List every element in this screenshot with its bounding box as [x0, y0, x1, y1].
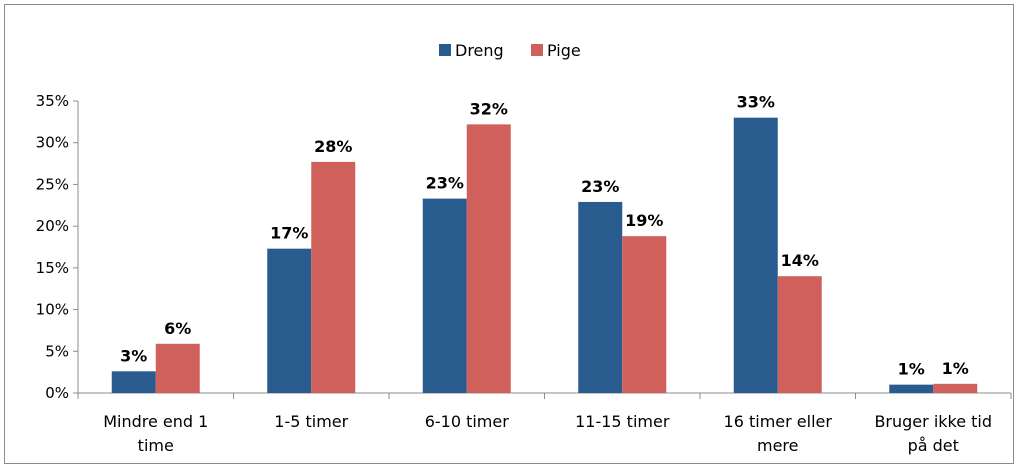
- y-tick-label: 10%: [36, 301, 69, 319]
- bar-dreng: [111, 371, 156, 393]
- bar-dreng: [578, 201, 623, 393]
- legend-label-dreng: Dreng: [455, 41, 504, 60]
- x-tick-label: time: [138, 436, 174, 455]
- y-tick-label: 30%: [36, 134, 69, 152]
- data-label: 6%: [164, 319, 191, 338]
- x-tick-label: på det: [908, 436, 959, 455]
- legend-label-pige: Pige: [547, 41, 581, 60]
- bars: [111, 117, 978, 394]
- x-tick-label: 11-15 timer: [575, 412, 670, 431]
- bar-pige: [155, 343, 200, 393]
- legend: Dreng Pige: [439, 41, 581, 60]
- data-label: 33%: [737, 93, 775, 112]
- x-tick-label: 1-5 timer: [274, 412, 348, 431]
- y-tick-label: 15%: [36, 259, 69, 277]
- data-label: 32%: [470, 99, 508, 118]
- chart-frame: Dreng Pige 0% 5% 10% 15% 20% 25% 30% 35% Mindre …: [4, 4, 1014, 464]
- data-label: 28%: [314, 137, 352, 156]
- bar-pige: [622, 236, 667, 393]
- data-label: 19%: [625, 211, 663, 230]
- data-label: 23%: [426, 174, 464, 193]
- data-label: 17%: [270, 224, 308, 243]
- legend-swatch-dreng: [439, 44, 451, 56]
- data-label: 1%: [942, 359, 969, 378]
- x-tick-label: 16 timer eller: [724, 412, 833, 431]
- data-label: 23%: [581, 177, 619, 196]
- bar-pige: [311, 161, 356, 393]
- data-label: 14%: [781, 251, 819, 270]
- bar-dreng: [733, 117, 778, 393]
- bar-pige: [933, 383, 978, 393]
- bar-dreng: [422, 198, 467, 393]
- x-tick-label: 6-10 timer: [425, 412, 510, 431]
- legend-swatch-pige: [531, 44, 543, 56]
- y-tick-label: 25%: [36, 175, 69, 193]
- bar-pige: [466, 124, 511, 394]
- x-tick-label: Mindre end 1: [103, 412, 208, 431]
- bar-dreng: [267, 248, 312, 393]
- x-tick-label: mere: [757, 436, 799, 455]
- data-label: 1%: [898, 360, 925, 379]
- x-tick-label: Bruger ikke tid: [874, 412, 992, 431]
- bar-dreng: [889, 384, 934, 393]
- data-label: 3%: [120, 346, 147, 365]
- y-axis: 0% 5% 10% 15% 20% 25% 30% 35%: [36, 92, 79, 402]
- data-labels: 3% 17% 23% 23% 33% 1% 6% 28% 32% 19% 14% 1%: [120, 93, 969, 379]
- bar-pige: [777, 276, 822, 393]
- y-tick-label: 20%: [36, 217, 69, 235]
- bar-chart: Dreng Pige 0% 5% 10% 15% 20% 25% 30% 35% Mindre …: [36, 41, 1012, 455]
- y-tick-label: 0%: [45, 384, 69, 402]
- x-axis: Mindre end 1 time 1-5 timer 6-10 timer 11-15…: [77, 392, 1012, 455]
- y-tick-label: 35%: [36, 92, 69, 110]
- y-tick-label: 5%: [45, 342, 69, 360]
